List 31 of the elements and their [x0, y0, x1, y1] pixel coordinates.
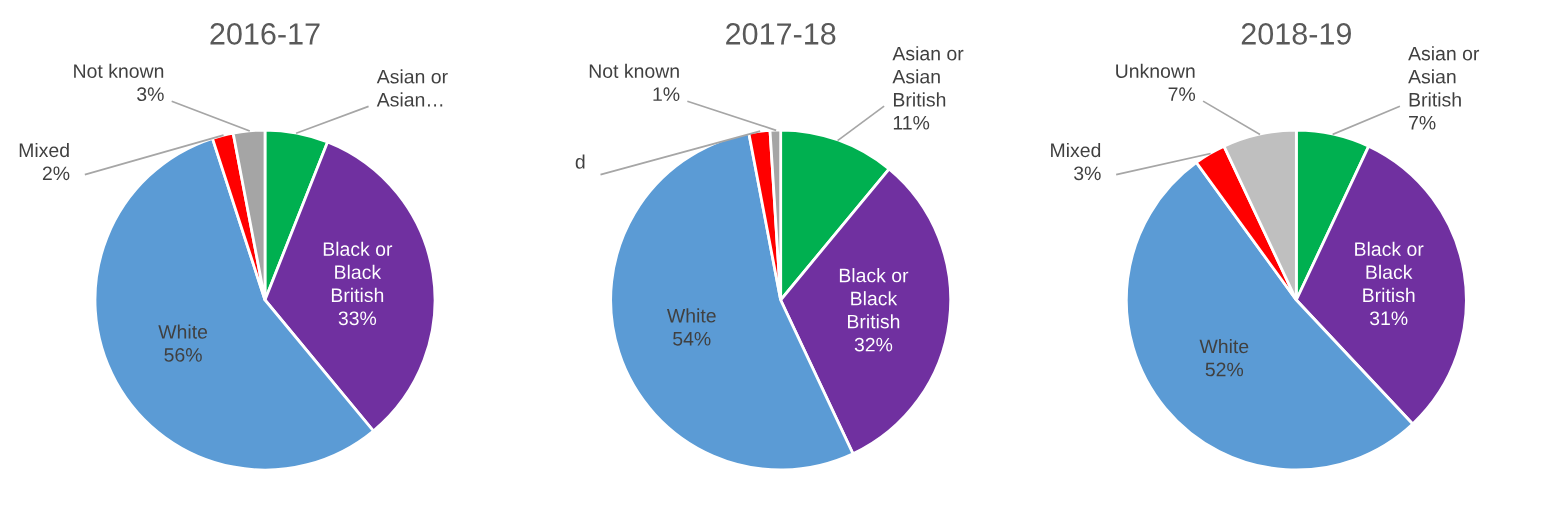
slice-label: Mixed [19, 142, 69, 158]
slice-label: Black or Black British [323, 241, 393, 303]
chart-title: 2016-17 [210, 23, 320, 45]
slice-label: White [666, 308, 716, 323]
data-label: 7% [1409, 115, 1436, 130]
chart-title: 2018-19 [1241, 23, 1351, 45]
data-label: 33% [338, 311, 377, 326]
data-label: 54% [673, 331, 711, 346]
data-label: 56% [164, 348, 202, 362]
slice-label: White [1199, 339, 1249, 354]
slice-label: White [158, 324, 208, 339]
slice-label: Asian or Asian British [1408, 46, 1480, 107]
slice-label: Asian or Asian… [376, 69, 448, 107]
slice-label: Black or Black British [839, 268, 909, 329]
data-label: 11% [893, 115, 930, 130]
data-label: 52% [1205, 362, 1244, 377]
slice-label: Not known [74, 63, 164, 78]
data-label: 2% [42, 166, 70, 181]
data-label: 7% [1168, 87, 1196, 101]
slice-label: Not known [589, 63, 679, 78]
data-label: 3% [137, 87, 164, 102]
data-label: 31% [1369, 311, 1408, 326]
slice-label: Mixed [1051, 142, 1101, 158]
data-label: 1% [653, 87, 680, 101]
chart-title: 2017-18 [726, 23, 836, 45]
slice-label: Asian or Asian British [892, 46, 964, 107]
data-label: 32% [854, 337, 893, 352]
slice-label: Unknown [1116, 63, 1195, 78]
data-label: 3% [1074, 166, 1101, 181]
slice-label: Black or Black British [1355, 241, 1424, 303]
slice-label: d [575, 154, 585, 169]
